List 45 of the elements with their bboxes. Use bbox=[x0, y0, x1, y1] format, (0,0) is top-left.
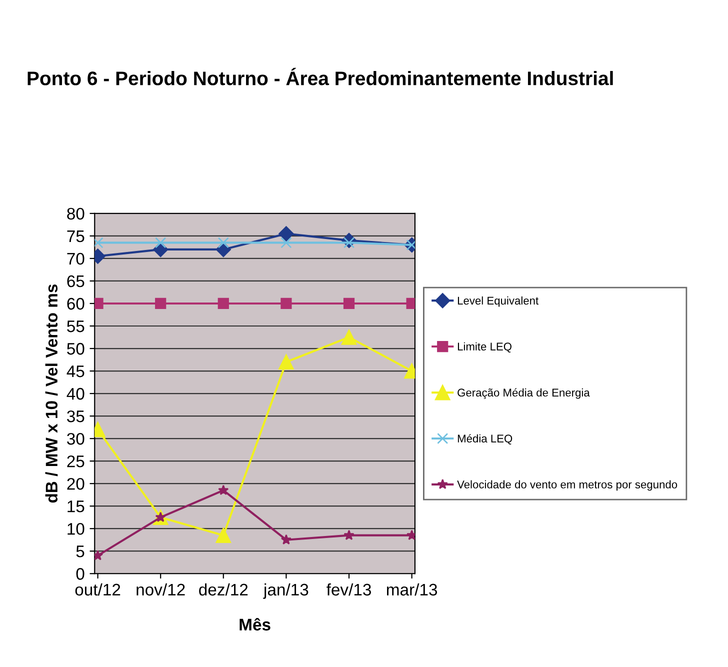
x-tick-label: out/12 bbox=[75, 583, 120, 596]
y-tick-label: 35 bbox=[67, 410, 84, 422]
y-tick-label: 20 bbox=[67, 478, 84, 490]
point bbox=[343, 298, 355, 310]
point bbox=[280, 298, 292, 310]
y-tick-label: 55 bbox=[67, 320, 84, 332]
point bbox=[155, 298, 166, 310]
y-tick-label: 30 bbox=[67, 432, 84, 445]
point bbox=[344, 530, 354, 540]
y-tick-label: 60 bbox=[67, 298, 84, 310]
y-tick-label: 0 bbox=[76, 568, 84, 580]
x-axis-title: Mês bbox=[240, 618, 270, 631]
point bbox=[278, 354, 294, 370]
legend-label: Geração Média de Energia bbox=[458, 388, 590, 399]
x-tick-label: jan/13 bbox=[263, 583, 308, 599]
point bbox=[278, 226, 294, 242]
y-tick-label: 65 bbox=[67, 275, 84, 288]
y-tick-label: 45 bbox=[66, 366, 84, 378]
point bbox=[218, 237, 229, 248]
point bbox=[341, 330, 357, 345]
y-tick-label: 25 bbox=[67, 455, 84, 468]
x-tick-label: mar/13 bbox=[386, 583, 438, 596]
y-axis-title: dB / MW x 10 / Vel Vento ms bbox=[45, 284, 58, 503]
y-tick-label: 75 bbox=[67, 230, 84, 242]
point bbox=[280, 237, 292, 248]
point bbox=[218, 298, 229, 310]
y-tick-label: 70 bbox=[67, 252, 84, 265]
chart-title: Ponto 6 - Periodo Noturno - Área Predominantemente Industrial bbox=[28, 68, 613, 86]
x-tick-label: fev/13 bbox=[326, 583, 371, 596]
y-tick-label: 10 bbox=[68, 523, 84, 535]
point bbox=[280, 534, 292, 544]
point bbox=[216, 528, 232, 543]
legend-label: Level Equivalent bbox=[458, 296, 539, 307]
x-tick-label: dez/12 bbox=[199, 583, 248, 596]
y-tick-label: 50 bbox=[67, 342, 84, 355]
point bbox=[218, 484, 229, 495]
y-tick-label: 15 bbox=[68, 500, 84, 512]
y-tick-label: 5 bbox=[76, 546, 84, 558]
y-tick-label: 40 bbox=[66, 388, 84, 400]
legend-label: Velocidade do vento em metros por segundo bbox=[457, 480, 678, 491]
legend-label: Limite LEQ bbox=[458, 342, 512, 352]
point bbox=[155, 237, 166, 248]
legend-label: Média LEQ bbox=[458, 434, 512, 445]
y-tick-label: 80 bbox=[67, 208, 84, 220]
x-tick-label: nov/12 bbox=[136, 583, 185, 596]
